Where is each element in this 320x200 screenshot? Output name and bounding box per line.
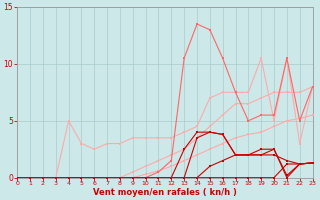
X-axis label: Vent moyen/en rafales ( kn/h ): Vent moyen/en rafales ( kn/h )	[93, 188, 237, 197]
